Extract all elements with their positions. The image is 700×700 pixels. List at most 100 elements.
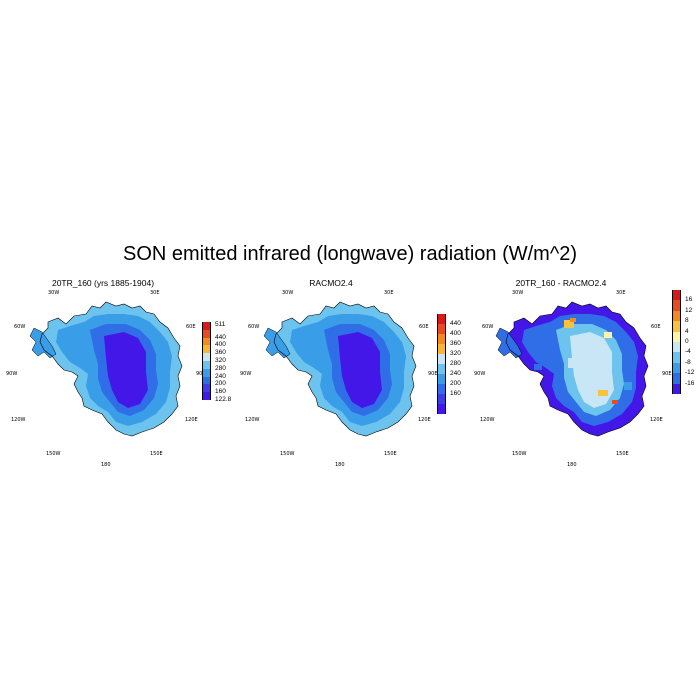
colorbar-tick-label: 440 (450, 320, 461, 327)
lon-label-30w: 30W (512, 290, 524, 296)
interior-plateau (570, 332, 614, 408)
colorbar-swatch (202, 329, 211, 338)
map-panel-difference: 20TR_160 - RACMO2.4 30W 30E 60W 60E 90W … (474, 272, 700, 468)
colorbar-swatch (202, 376, 211, 385)
anomaly-patch (534, 364, 542, 370)
colorbar-swatch (672, 342, 681, 353)
lon-label-30e: 30E (384, 290, 394, 296)
colorbar-tick-label: 511 (215, 321, 226, 328)
colorbar-swatch (202, 392, 211, 400)
anomaly-patch (624, 382, 632, 390)
lon-label-150w: 150W (46, 451, 61, 457)
antarctica-map (263, 301, 417, 437)
lon-label-90w: 90W (6, 371, 18, 377)
antarctic-peninsula (495, 327, 523, 359)
anomaly-patch (568, 358, 582, 368)
antarctic-peninsula (29, 327, 57, 359)
colorbar-swatch (202, 361, 211, 369)
lon-label-120e: 120E (650, 417, 663, 423)
colorbar-tick-label: 400 (450, 330, 461, 337)
colorbar-swatch (672, 373, 681, 384)
lon-label-180: 180 (335, 462, 345, 468)
colorbar-swatch (672, 321, 681, 332)
colorbar-tick-label: 8 (685, 317, 689, 325)
antarctica-map (495, 301, 649, 437)
lon-label-30e: 30E (616, 290, 626, 296)
colorbar-tick-label: 280 (450, 360, 461, 367)
colorbar-tick-label: 360 (450, 340, 461, 347)
colorbar-swatch (437, 384, 446, 394)
colorbar-tick-label: -4 (685, 348, 691, 356)
colorbar-tick-label: 280 (215, 364, 226, 372)
lon-label-150e: 150E (150, 451, 163, 457)
interior-plateau (104, 332, 148, 408)
colorbar-swatch (202, 384, 211, 393)
lon-label-180: 180 (567, 462, 577, 468)
figure-title: SON emitted infrared (longwave) radiatio… (123, 243, 577, 265)
colorbar-tick-label: 160 (215, 388, 226, 396)
colorbar-tick-label: 240 (215, 372, 226, 380)
colorbar-tick-label: 240 (450, 370, 461, 377)
colorbar-tick-label: 160 (450, 390, 461, 397)
colorbar-swatch (202, 322, 211, 330)
colorbar-swatch (437, 334, 446, 344)
coastline (505, 301, 649, 437)
panel-title: 20TR_160 - RACMO2.4 (515, 278, 607, 288)
lon-label-30e: 30E (150, 290, 160, 296)
colorbar-swatch (437, 374, 446, 384)
colorbar-swatch (672, 331, 681, 342)
lon-label-30w: 30W (282, 290, 294, 296)
colorbar-swatch (672, 290, 681, 301)
lon-label-90w: 90W (240, 371, 252, 377)
colorbar-tick-label: 12 (685, 306, 693, 314)
lon-label-120e: 120E (185, 417, 198, 423)
colorbar-tick-label: 320 (215, 357, 226, 364)
coastline (273, 301, 417, 437)
anomaly-patch (604, 332, 612, 338)
colorbar-tick-label: 360 (215, 349, 226, 357)
colorbar-tick-label: 4 (685, 327, 689, 335)
anomaly-patch (570, 318, 576, 322)
interior-plateau (338, 332, 382, 408)
colorbar-swatch (672, 383, 681, 394)
lon-label-60e: 60E (651, 324, 661, 330)
colorbar-swatch (437, 354, 446, 364)
lon-label-120w: 120W (11, 417, 26, 423)
antarctic-peninsula (263, 327, 291, 359)
panel-title: 20TR_160 (yrs 1885-1904) (51, 278, 155, 288)
anomaly-patch (612, 400, 618, 404)
lon-label-90e: 90E (428, 371, 438, 377)
lon-label-150e: 150E (616, 451, 629, 457)
panel-title: RACMO2.4 (309, 278, 353, 288)
colorbar-swatch (672, 362, 681, 374)
colorbar-tick-label: -12 (685, 369, 695, 377)
coastline (39, 301, 183, 437)
lon-label-90e: 90E (196, 371, 206, 377)
lon-label-60w: 60W (248, 324, 260, 330)
lon-label-150w: 150W (512, 451, 527, 457)
colorbar-tick-label: 0 (685, 338, 689, 345)
lon-label-60e: 60E (186, 324, 196, 330)
antarctica-map (29, 301, 183, 437)
lon-label-120w: 120W (245, 417, 260, 423)
colorbar-tick-label: -8 (685, 358, 691, 366)
colorbar-swatch (202, 345, 211, 354)
colorbar-swatch (202, 368, 211, 377)
colorbar-swatch (672, 300, 681, 311)
colorbar-swatch (437, 314, 446, 324)
lon-label-150w: 150W (280, 451, 295, 457)
lon-label-120e: 120E (418, 417, 431, 423)
anomaly-patch (564, 320, 574, 328)
colorbar-swatch (437, 324, 446, 334)
lon-label-30w: 30W (48, 290, 60, 296)
colorbar-swatch (437, 404, 446, 414)
colorbar-tick-label: 200 (450, 380, 461, 387)
colorbar-tick-label: 122.8 (215, 396, 232, 403)
colorbar-tick-label: 16 (685, 296, 693, 304)
lon-label-120w: 120W (480, 417, 495, 423)
map-panel-20tr: 20TR_160 (yrs 1885-1904) 30W 30E 60W 60E… (6, 272, 258, 468)
colorbar-swatch (672, 352, 681, 363)
colorbar-swatch (437, 344, 446, 354)
colorbar-tick-label: 400 (215, 341, 226, 349)
lon-label-90w: 90W (474, 371, 486, 377)
